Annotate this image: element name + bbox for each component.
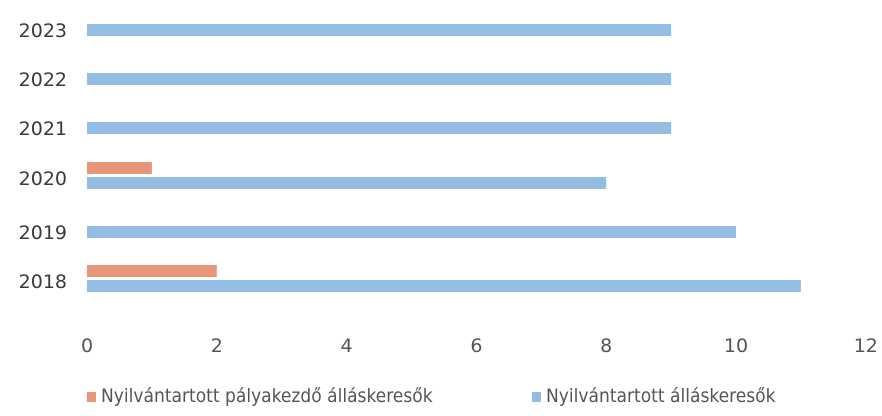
x-tick-label-0: 0 xyxy=(81,335,93,357)
legend: Nyilvántartott pályakezdő álláskeresők Ny… xyxy=(87,385,776,407)
legend-label-allaskeresok: Nyilvántartott álláskeresők xyxy=(546,385,776,407)
x-axis: 0 2 4 6 8 10 12 xyxy=(81,335,878,357)
bar-allaskeresok-2019 xyxy=(87,226,736,238)
y-tick-label-2019: 2019 xyxy=(19,222,67,244)
bar-palyakezdo-2020 xyxy=(87,162,152,174)
x-tick-label-12: 12 xyxy=(854,335,878,357)
bar-allaskeresok-2022 xyxy=(87,73,672,85)
y-tick-label-2021: 2021 xyxy=(19,118,67,140)
y-tick-label-2023: 2023 xyxy=(19,20,67,42)
y-tick-label-2022: 2022 xyxy=(19,69,67,91)
bars xyxy=(87,24,801,292)
legend-swatch-allaskeresok xyxy=(532,392,541,402)
x-tick-label-8: 8 xyxy=(600,335,612,357)
y-tick-label-2018: 2018 xyxy=(19,271,67,293)
legend-swatch-palyakezdo xyxy=(87,392,96,402)
x-tick-label-6: 6 xyxy=(470,335,482,357)
bar-allaskeresok-2018 xyxy=(87,280,801,292)
bar-allaskeresok-2020 xyxy=(87,177,607,189)
y-axis: 2023 2022 2021 2020 2019 2018 xyxy=(19,20,67,293)
y-tick-label-2020: 2020 xyxy=(19,168,67,190)
bar-palyakezdo-2018 xyxy=(87,265,217,277)
x-tick-label-2: 2 xyxy=(211,335,223,357)
legend-label-palyakezdo: Nyilvántartott pályakezdő álláskeresők xyxy=(101,385,433,407)
x-tick-label-10: 10 xyxy=(724,335,748,357)
bar-allaskeresok-2023 xyxy=(87,24,672,36)
bar-allaskeresok-2021 xyxy=(87,122,672,134)
x-tick-label-4: 4 xyxy=(341,335,353,357)
